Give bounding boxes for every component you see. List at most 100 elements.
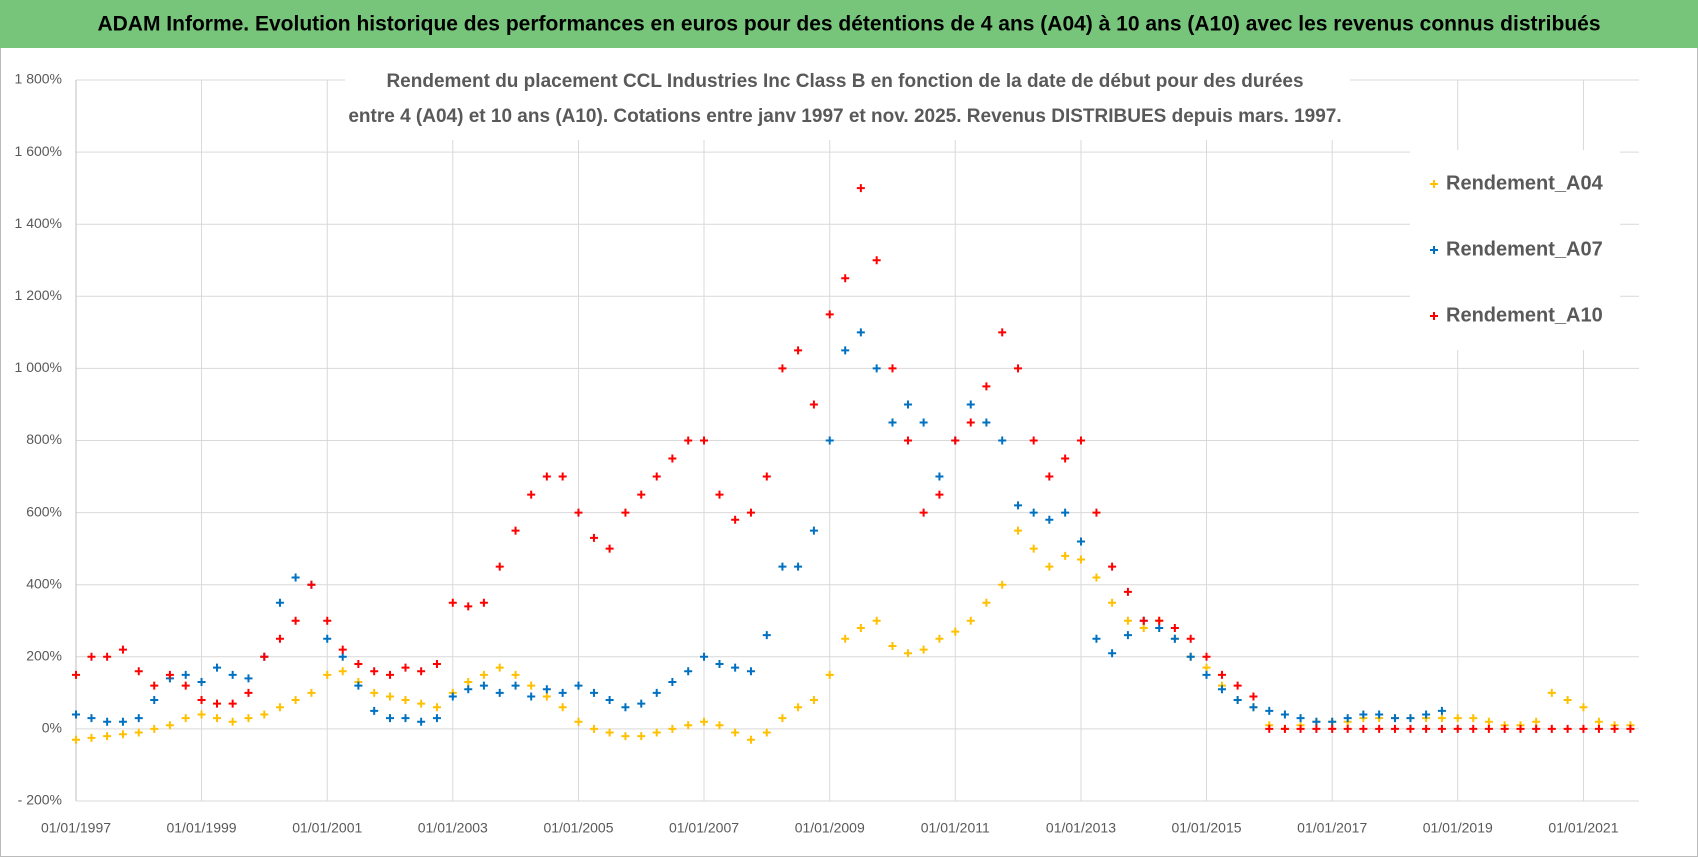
point (275, 598, 284, 607)
y-tick-label: 1 000% (15, 359, 62, 375)
point (244, 688, 253, 697)
point (574, 508, 583, 517)
x-tick-label: 01/01/2015 (1171, 820, 1241, 836)
point (825, 310, 834, 319)
point (291, 573, 300, 582)
subtitle: Rendement du placement CCL Industries In… (386, 71, 1303, 92)
point (1139, 616, 1148, 625)
point (700, 717, 709, 726)
point (919, 418, 928, 427)
point (888, 364, 897, 373)
point (386, 714, 395, 723)
point (1092, 573, 1101, 582)
point (1406, 724, 1415, 733)
point (589, 688, 598, 697)
legend-marker (1430, 180, 1438, 188)
point (197, 710, 206, 719)
point (1563, 696, 1572, 705)
point (1014, 526, 1023, 535)
point (448, 598, 457, 607)
point (1343, 714, 1352, 723)
legend-label: Rendement_A07 (1446, 238, 1603, 260)
point (903, 400, 912, 409)
point (386, 670, 395, 679)
point (1045, 472, 1054, 481)
point (935, 490, 944, 499)
point (479, 598, 488, 607)
point (1359, 724, 1368, 733)
point (118, 717, 127, 726)
y-tick-label: - 200% (18, 792, 62, 808)
point (386, 692, 395, 701)
point (1406, 714, 1415, 723)
point (1061, 551, 1070, 560)
point (103, 732, 112, 741)
point (1170, 634, 1179, 643)
legend-label: Rendement_A10 (1446, 304, 1603, 326)
legend-label: Rendement_A04 (1446, 172, 1604, 194)
x-tick-label: 01/01/2017 (1297, 820, 1367, 836)
point (1312, 717, 1321, 726)
point (1437, 724, 1446, 733)
x-tick-label: 01/01/2019 (1423, 820, 1493, 836)
point (1437, 706, 1446, 715)
point (1390, 724, 1399, 733)
point (1422, 710, 1431, 719)
x-tick-label: 01/01/2003 (418, 820, 488, 836)
point (417, 717, 426, 726)
point (1453, 714, 1462, 723)
chart-title: ADAM Informe. Evolution historique des p… (97, 13, 1600, 36)
point (605, 544, 614, 553)
point (118, 730, 127, 739)
point (966, 418, 975, 427)
point (479, 670, 488, 679)
point (213, 714, 222, 723)
point (1202, 652, 1211, 661)
point (1532, 717, 1541, 726)
point (951, 436, 960, 445)
point (542, 685, 551, 694)
point (888, 641, 897, 650)
point (1547, 724, 1556, 733)
point (181, 681, 190, 690)
point (778, 364, 787, 373)
point (637, 490, 646, 499)
point (700, 652, 709, 661)
point (338, 667, 347, 676)
point (1123, 616, 1132, 625)
point (558, 472, 567, 481)
point (998, 580, 1007, 589)
point (134, 714, 143, 723)
point (87, 714, 96, 723)
point (731, 663, 740, 672)
point (464, 678, 473, 687)
point (778, 714, 787, 723)
point (1045, 515, 1054, 524)
point (652, 688, 661, 697)
point (150, 696, 159, 705)
point (856, 184, 865, 193)
point (621, 508, 630, 517)
point (1296, 714, 1305, 723)
point (935, 472, 944, 481)
point (1469, 724, 1478, 733)
point (370, 667, 379, 676)
point (165, 670, 174, 679)
point (762, 631, 771, 640)
legend-marker (1430, 246, 1438, 254)
point (370, 688, 379, 697)
point (652, 472, 661, 481)
point (87, 652, 96, 661)
point (1108, 649, 1117, 658)
point (809, 526, 818, 535)
point (1233, 681, 1242, 690)
point (998, 328, 1007, 337)
y-tick-label: 200% (26, 648, 62, 664)
point (794, 562, 803, 571)
point (888, 418, 897, 427)
point (1186, 652, 1195, 661)
point (558, 703, 567, 712)
point (605, 728, 614, 737)
point (527, 490, 536, 499)
